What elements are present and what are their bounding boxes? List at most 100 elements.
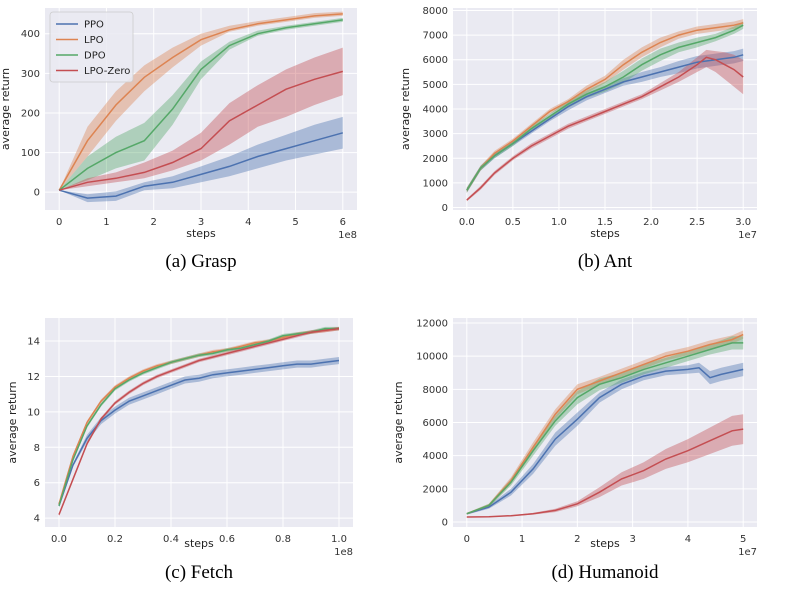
y-axis-label: average return xyxy=(392,381,405,463)
legend-label: PPO xyxy=(84,20,104,31)
y-tick-label: 10000 xyxy=(416,352,448,363)
y-tick-label: 14 xyxy=(27,337,40,348)
line-lpo xyxy=(466,333,744,515)
line-ppo xyxy=(466,367,744,515)
line-dpo xyxy=(466,24,744,191)
band-lpo-zero xyxy=(466,49,744,202)
x-tick-label: 1.5 xyxy=(597,217,613,228)
y-tick-label: 100 xyxy=(21,148,40,159)
x-axis-label: steps xyxy=(590,227,620,240)
x-tick-label: 0.2 xyxy=(107,534,123,545)
y-tick-label: 12000 xyxy=(416,318,448,329)
band-lpo xyxy=(59,11,343,191)
chart-2: 0.0 0.2 0.4 0.6 0.8 1.0 4 6 8 10 12 14 1e8 steps avera… xyxy=(6,318,353,583)
x-tick-label: 4 xyxy=(245,217,251,228)
line-lpo-zero xyxy=(466,56,744,201)
x-tick-label: 1 xyxy=(103,217,109,228)
legend-label: DPO xyxy=(84,51,106,62)
legend-label: LPO xyxy=(84,35,104,46)
y-tick-label: 7000 xyxy=(423,31,448,42)
line-ppo xyxy=(58,132,344,199)
band-ppo xyxy=(466,362,744,515)
y-tick-label: 5000 xyxy=(423,80,448,91)
y-tick-label: 12 xyxy=(27,372,40,383)
line-lpo-zero xyxy=(58,70,344,191)
x-axis-label: steps xyxy=(590,537,620,550)
x-tick-label: 0.6 xyxy=(219,534,235,545)
line-lpo-zero xyxy=(466,428,744,518)
band-ppo xyxy=(59,116,343,203)
caption: (b) Ant xyxy=(578,251,633,272)
line-lpo xyxy=(58,13,343,191)
band-ppo xyxy=(466,48,744,193)
x-tick-label: 4 xyxy=(685,534,691,545)
line-dpo xyxy=(58,327,339,506)
y-tick-label: 6000 xyxy=(423,55,448,66)
y-tick-label: 6 xyxy=(34,478,40,489)
legend: PPO LPO DPO LPO-Zero xyxy=(49,11,134,83)
chart-0: 0 1 2 3 4 5 6 0 100 200 300 400 1e8 steps average retu… xyxy=(0,8,357,272)
line-dpo xyxy=(58,19,343,191)
y-tick-label: 4 xyxy=(34,514,40,525)
y-tick-label: 4000 xyxy=(423,105,448,116)
y-tick-label: 4000 xyxy=(423,451,448,462)
x-tick-label: 1.0 xyxy=(551,217,567,228)
y-tick-label: 8000 xyxy=(423,6,448,17)
line-ppo xyxy=(58,359,340,506)
x-tick-label: 0 xyxy=(56,217,62,228)
y-tick-label: 0 xyxy=(34,188,40,199)
x-scale-label: 1e8 xyxy=(338,230,357,241)
line-dpo xyxy=(466,342,744,515)
y-tick-label: 8000 xyxy=(423,385,448,396)
x-tick-label: 1.0 xyxy=(331,534,347,545)
y-tick-label: 6000 xyxy=(423,418,448,429)
y-tick-label: 300 xyxy=(21,69,40,80)
x-axis-label: steps xyxy=(186,227,216,240)
band-lpo-zero xyxy=(59,47,343,191)
x-axis-label: steps xyxy=(184,537,214,550)
x-tick-label: 5 xyxy=(740,534,746,545)
y-tick-label: 0 xyxy=(442,518,448,529)
x-tick-label: 2.5 xyxy=(689,217,705,228)
x-tick-label: 0.8 xyxy=(275,534,291,545)
x-tick-label: 0.5 xyxy=(505,217,521,228)
x-tick-label: 2 xyxy=(151,217,157,228)
chart-1: 0.0 0.5 1.0 1.5 2.0 2.5 3.0 0 1000 2000 3000 4000 50… xyxy=(399,6,757,272)
x-tick-label: 1 xyxy=(519,534,525,545)
y-axis-label: average return xyxy=(399,68,412,150)
y-tick-label: 0 xyxy=(442,203,448,214)
x-tick-label: 0.0 xyxy=(459,217,475,228)
x-scale-label: 1e8 xyxy=(334,547,353,558)
y-tick-label: 2000 xyxy=(423,154,448,165)
x-tick-label: 2 xyxy=(574,534,580,545)
chart-3: 0 1 2 3 4 5 0 2000 4000 6000 8000 10000 12000 1e7 step… xyxy=(392,318,757,583)
y-axis-label: average return xyxy=(6,381,19,463)
x-tick-label: 3 xyxy=(629,534,635,545)
y-tick-label: 2000 xyxy=(423,484,448,495)
legend-label: LPO-Zero xyxy=(84,66,130,77)
x-tick-label: 3.0 xyxy=(735,217,751,228)
x-scale-label: 1e7 xyxy=(738,230,757,241)
x-tick-label: 0.4 xyxy=(163,534,179,545)
caption: (a) Grasp xyxy=(165,251,236,272)
x-scale-label: 1e7 xyxy=(738,547,757,558)
x-tick-label: 2.0 xyxy=(643,217,659,228)
y-tick-label: 1000 xyxy=(423,178,448,189)
x-tick-label: 6 xyxy=(340,217,346,228)
caption: (c) Fetch xyxy=(165,562,234,583)
x-tick-label: 5 xyxy=(292,217,298,228)
y-tick-label: 10 xyxy=(27,407,40,418)
caption: (d) Humanoid xyxy=(551,562,659,583)
plot-area xyxy=(45,318,353,527)
y-tick-label: 8 xyxy=(34,443,40,454)
x-tick-label: 0.0 xyxy=(51,534,67,545)
x-tick-label: 3 xyxy=(198,217,204,228)
legend-box xyxy=(49,11,134,83)
y-tick-label: 3000 xyxy=(423,129,448,140)
line-lpo xyxy=(466,22,744,191)
y-axis-label: average return xyxy=(0,68,12,150)
y-tick-label: 200 xyxy=(21,108,40,119)
x-tick-label: 0 xyxy=(464,534,470,545)
band-dpo xyxy=(466,21,744,193)
